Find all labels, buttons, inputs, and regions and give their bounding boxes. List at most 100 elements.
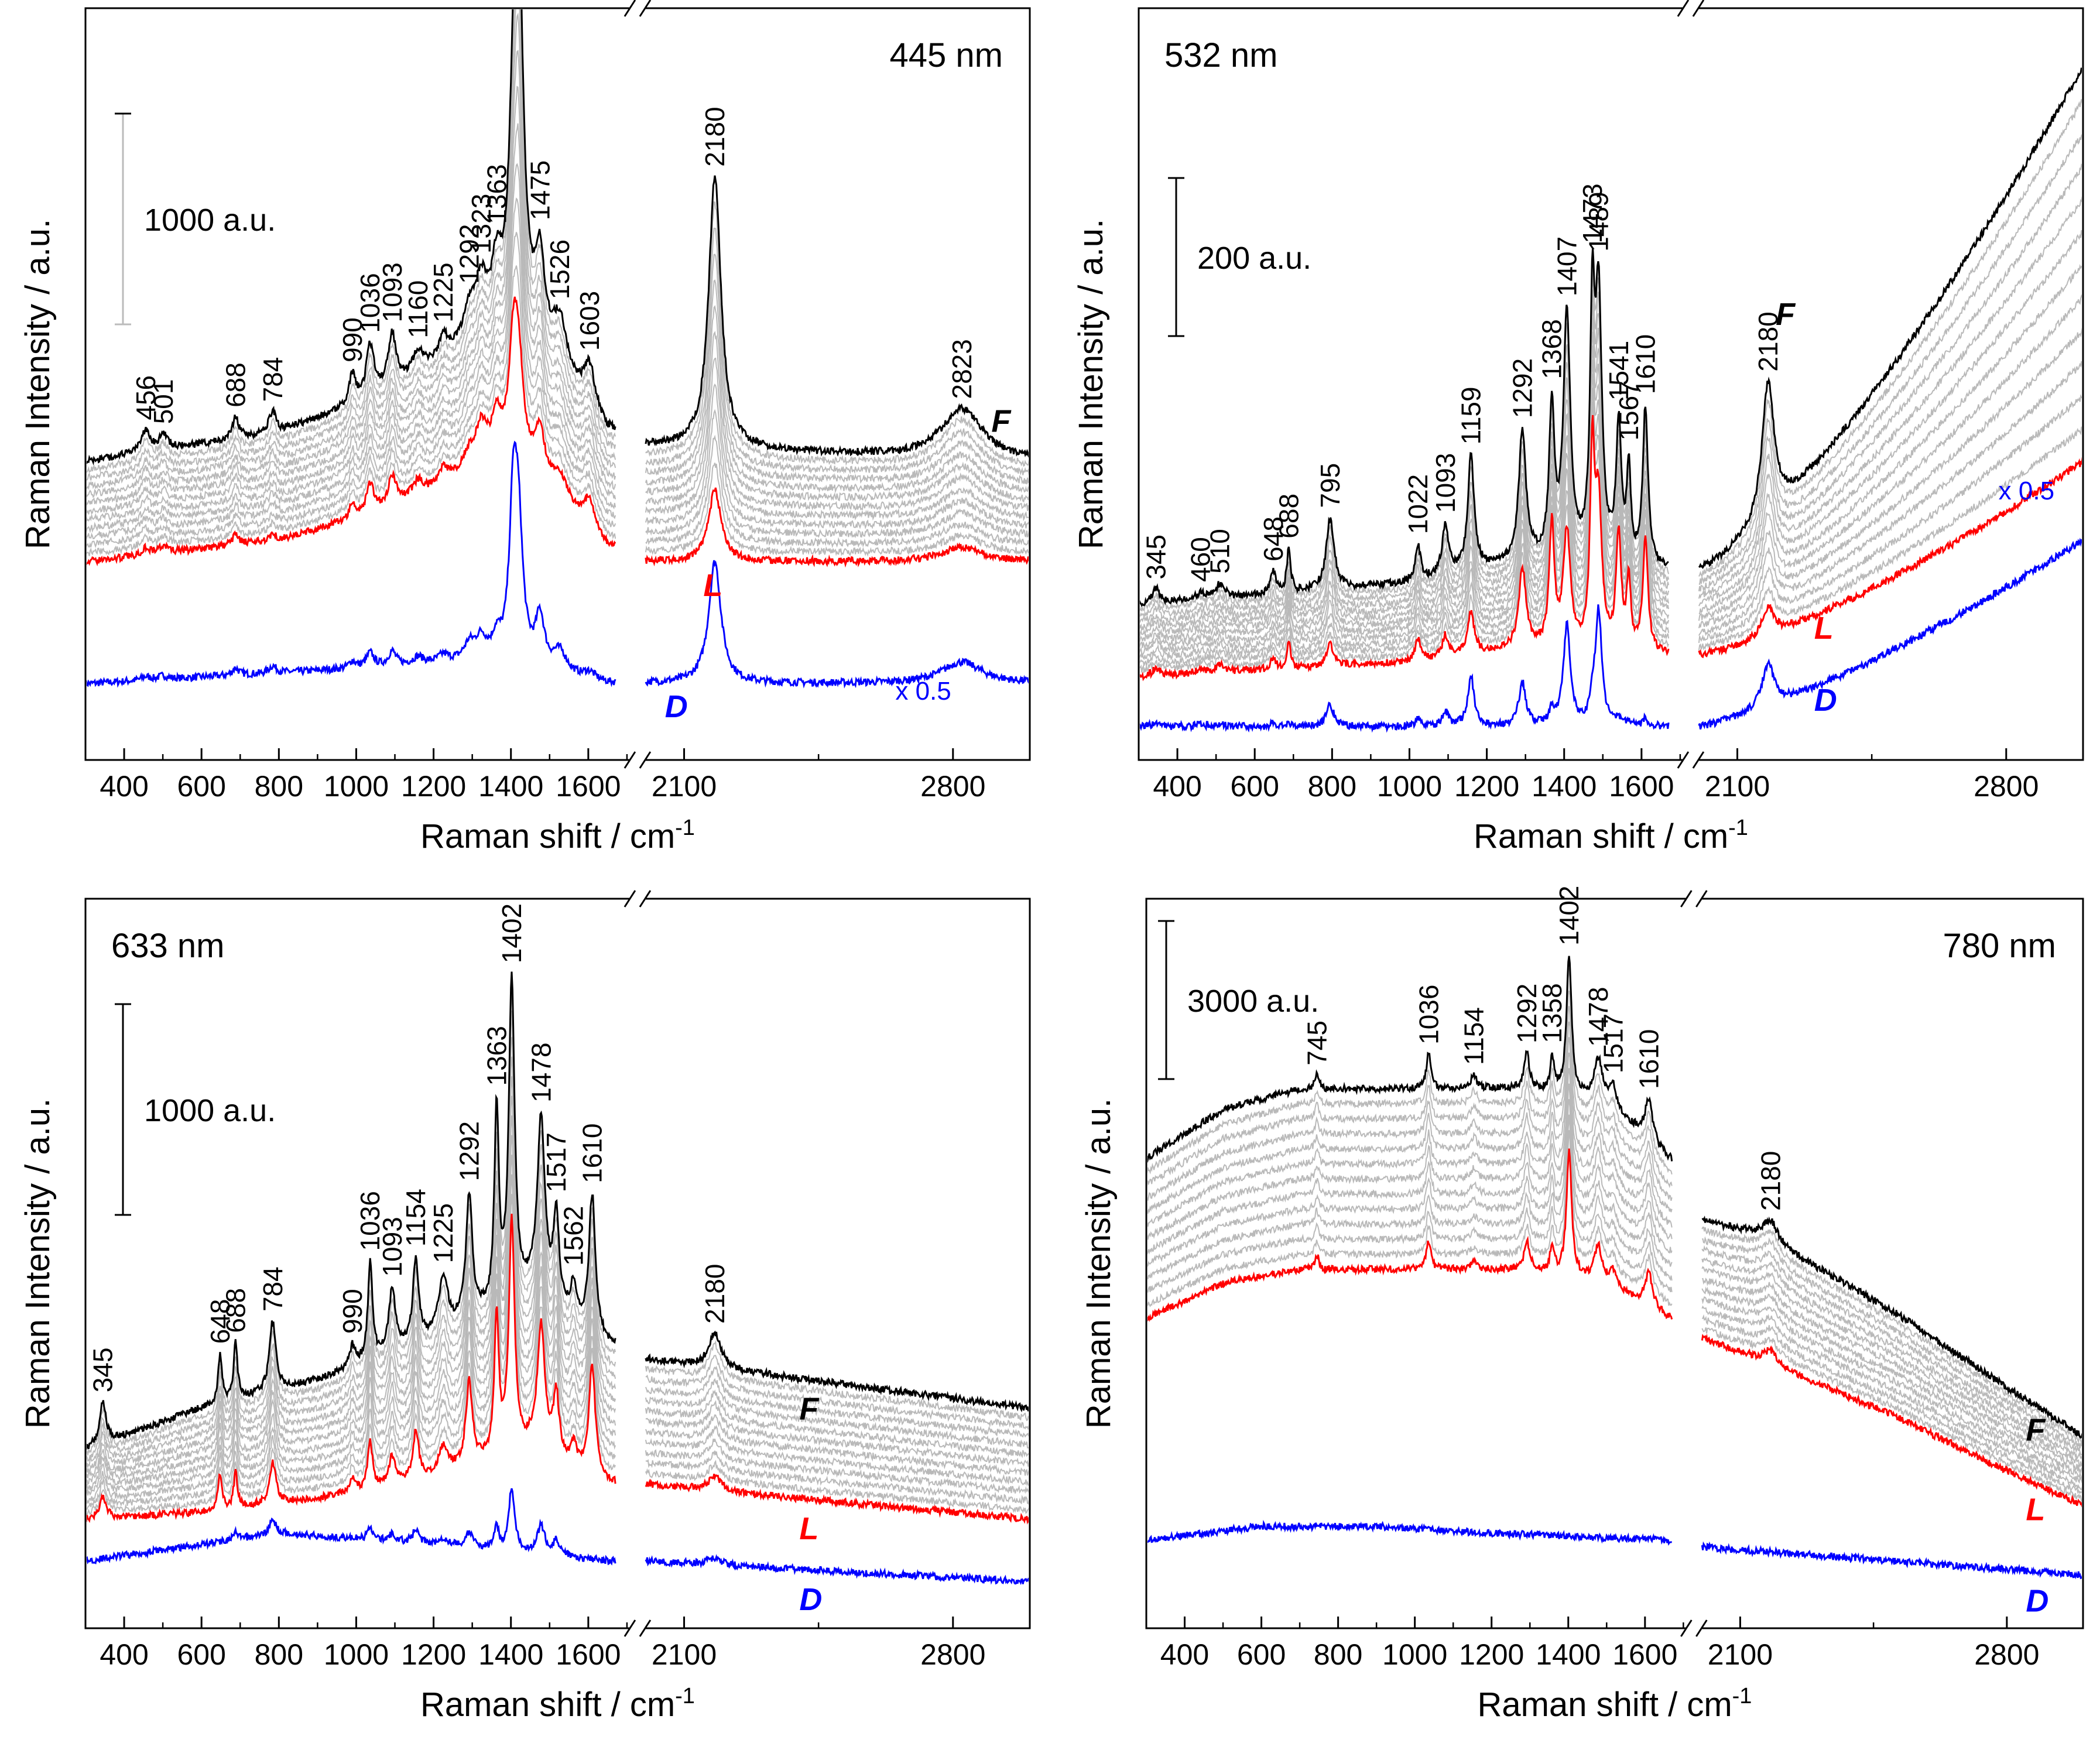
peak-label: 1292 — [1512, 984, 1542, 1043]
peak-label: 688 — [220, 1288, 251, 1333]
x-tick-label: 1200 — [1459, 1638, 1524, 1671]
peak-label: 1526 — [544, 239, 575, 299]
x-tick-label: 1600 — [556, 1638, 621, 1671]
axis-break-mark — [639, 890, 652, 908]
peak-label: 345 — [88, 1347, 118, 1392]
peak-label: 1022 — [1403, 474, 1433, 534]
x-tick-label: 1400 — [1532, 770, 1597, 803]
series-intermediate-line — [1140, 401, 2082, 673]
axis-break-mark — [1692, 751, 1705, 769]
peak-label: 1473 — [1577, 183, 1608, 243]
x-tick-label: 1600 — [1612, 1638, 1677, 1671]
series-intermediate-line — [87, 9, 1029, 481]
series-intermediate-line — [87, 197, 1029, 540]
x-tick-label: 2800 — [920, 1638, 985, 1671]
plot-frame — [1138, 7, 2084, 761]
x-tick-label: 2100 — [1708, 1638, 1773, 1671]
axis-break-mark — [1680, 1619, 1693, 1637]
x-tick-label: 2800 — [1974, 770, 2039, 803]
x-tick-label: 2800 — [1974, 1638, 2039, 1671]
series-intermediate-line — [1147, 990, 2082, 1448]
series-intermediate-line — [1147, 1037, 2082, 1467]
x-tick-label: 600 — [1237, 1638, 1286, 1671]
series-line-L — [87, 1214, 1029, 1525]
series-intermediate-line — [87, 12, 1029, 499]
series-line-D — [1140, 537, 2082, 733]
peak-label: 2180 — [1755, 1151, 1786, 1211]
axis-break-mark — [639, 1619, 652, 1637]
series-intermediate-line — [1140, 99, 2082, 612]
peak-label: 2180 — [700, 107, 730, 166]
series-line-F — [87, 971, 1029, 1451]
series-intermediate-line — [1147, 1130, 2082, 1503]
series-intermediate-line — [1147, 1083, 2082, 1484]
scale-bar-label: 1000 a.u. — [144, 203, 276, 238]
peak-label: 1541 — [1604, 341, 1634, 400]
series-intermediate-line — [87, 232, 1029, 549]
x-axis-label-sup: -1 — [1728, 816, 1748, 840]
x-tick-label: 600 — [177, 1638, 225, 1671]
peak-label: 1323 — [466, 194, 496, 254]
peak-label: 2180 — [700, 1263, 730, 1323]
x-axis-label-sup: -1 — [675, 1684, 695, 1708]
series-line-F — [1147, 956, 2082, 1439]
series-line-D — [1147, 1519, 2082, 1580]
axis-break-gap — [1682, 758, 1699, 762]
peak-label: 1292 — [454, 224, 484, 284]
x-tick-label: 1400 — [478, 1638, 543, 1671]
x-tick-label: 1400 — [478, 770, 543, 803]
series-line-L — [87, 296, 1029, 568]
axis-break-mark — [639, 751, 652, 769]
peak-label: 2180 — [1753, 311, 1783, 371]
peak-label: 2823 — [947, 339, 977, 399]
axis-break-gap — [1682, 6, 1699, 11]
plot-frame — [84, 898, 1031, 1629]
series-intermediate-line — [87, 1010, 1029, 1462]
x-tick-label: 1600 — [1609, 770, 1674, 803]
peak-label: 1407 — [1551, 237, 1582, 296]
peak-label: 1402 — [496, 903, 527, 963]
peak-label: 501 — [148, 379, 179, 424]
series-label-L: L — [2026, 1492, 2045, 1528]
peak-label: 1154 — [400, 1189, 431, 1247]
axis-break-mark — [624, 890, 636, 908]
x-axis-label-sup: -1 — [675, 816, 695, 840]
peak-label: 1562 — [559, 1206, 589, 1266]
x-tick-label: 1400 — [1536, 1638, 1601, 1671]
peak-label: 1402 — [1554, 885, 1584, 945]
peak-label: 1475 — [525, 160, 555, 220]
series-group — [1147, 956, 2082, 1580]
axis-break-mark — [1677, 751, 1690, 769]
series-label-F: F — [2026, 1412, 2046, 1447]
axis-break-mark — [1692, 0, 1705, 17]
peak-label: 1610 — [577, 1124, 607, 1183]
peak-label: 345 — [1141, 535, 1171, 580]
x-tick-label: 1000 — [1377, 770, 1442, 803]
x-tick-label: 800 — [1314, 1638, 1362, 1671]
series-line-F — [1140, 67, 2082, 607]
peak-label: 1093 — [377, 1217, 407, 1276]
x-axis-label: Raman shift / cm-1 — [1474, 816, 1748, 855]
peak-label: 784 — [258, 357, 288, 402]
panel-title: 445 nm — [890, 36, 1003, 74]
x-tick-label: 400 — [1160, 1638, 1209, 1671]
peak-label: 1036 — [1413, 985, 1444, 1045]
peak-label: 1036 — [355, 1191, 385, 1251]
peak-label: 688 — [1273, 494, 1304, 539]
axis-break-mark — [1695, 1619, 1708, 1637]
panel-title: 780 nm — [1943, 927, 2056, 965]
x-tick-label: 1600 — [556, 770, 621, 803]
x-tick-label: 1200 — [1454, 770, 1519, 803]
x-tick-label: 2100 — [652, 770, 717, 803]
series-label-D: D — [1814, 683, 1837, 718]
peak-label: 1567 — [1613, 381, 1644, 440]
series-intermediate-line — [1147, 1114, 2082, 1495]
axis-break-mark — [1695, 890, 1708, 908]
axis-break-gap — [1686, 1626, 1702, 1631]
series-intermediate-line — [87, 991, 1029, 1456]
peak-label: 784 — [258, 1266, 288, 1311]
series-intermediate-line — [87, 1115, 1029, 1492]
series-label-D: D — [799, 1582, 822, 1617]
axis-break-gap — [1686, 896, 1702, 901]
